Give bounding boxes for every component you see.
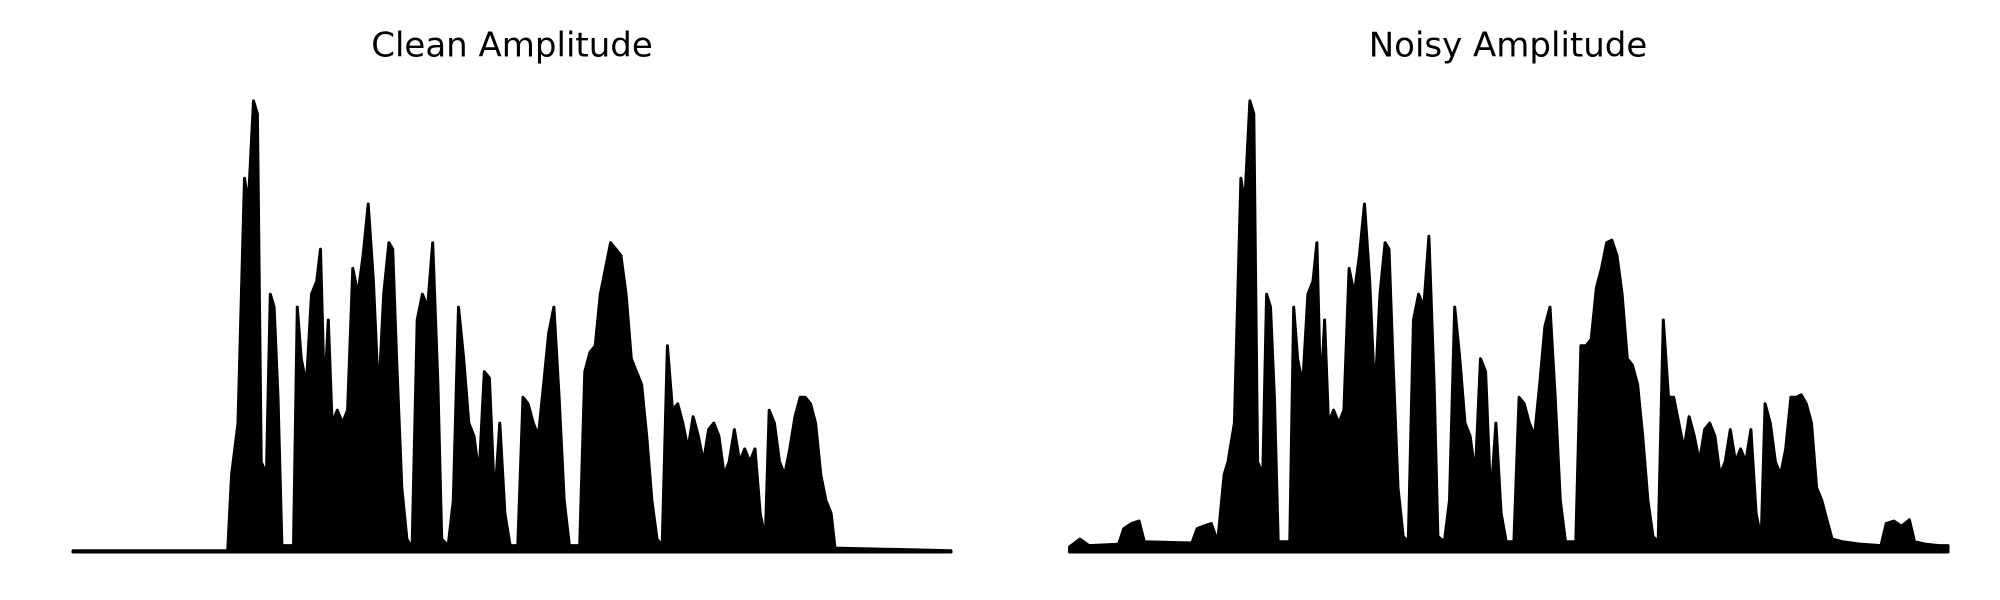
chart-title: Noisy Amplitude [1369,26,1648,66]
chart-title: Clean Amplitude [371,26,653,66]
amplitude-area [1068,99,1950,554]
amplitude-area [71,99,953,554]
